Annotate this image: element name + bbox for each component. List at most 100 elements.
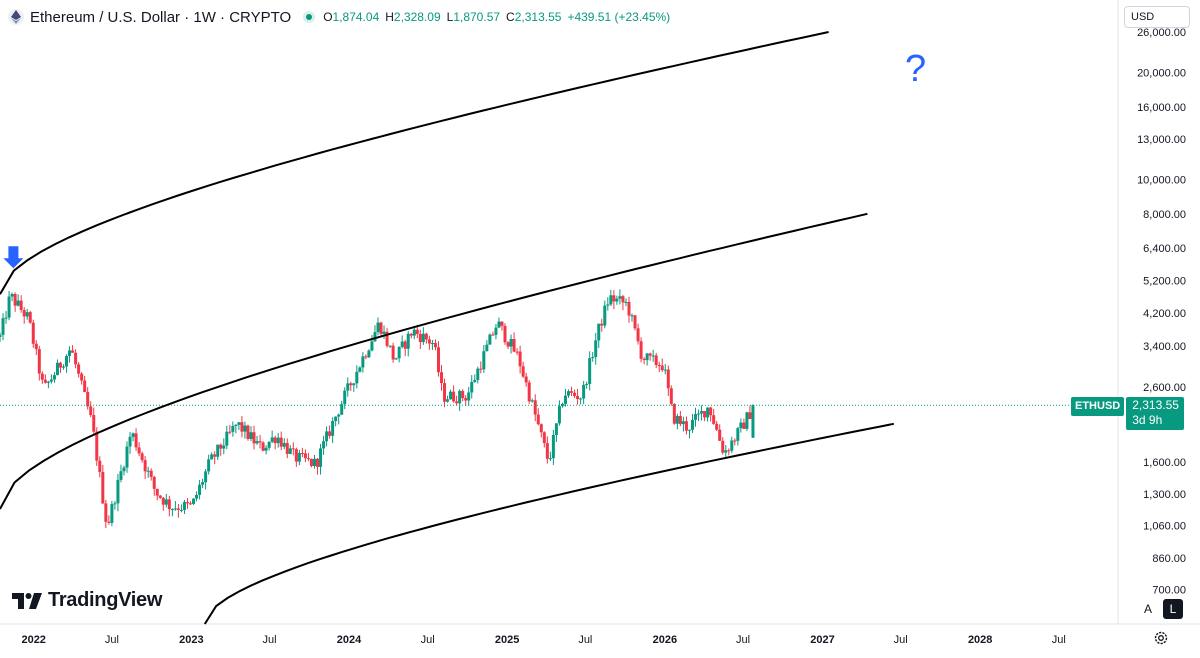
price-tag-price: 2,313.55 bbox=[1132, 398, 1179, 412]
candle-body bbox=[415, 329, 419, 334]
x-tick-label: Jul bbox=[736, 634, 750, 646]
candle-body bbox=[182, 502, 186, 510]
x-tick-label: 2024 bbox=[337, 634, 362, 646]
candle-body bbox=[334, 416, 338, 422]
price-axis-panel bbox=[1118, 0, 1200, 653]
y-tick-label: 26,000.00 bbox=[1137, 27, 1186, 39]
x-tick-label: Jul bbox=[894, 634, 908, 646]
candle-body bbox=[77, 364, 81, 374]
candle-body bbox=[325, 431, 329, 442]
settings-gear-icon[interactable] bbox=[1153, 630, 1169, 646]
candle-body bbox=[551, 434, 555, 459]
candle-body bbox=[394, 358, 398, 360]
candle-body bbox=[636, 328, 640, 342]
candle-body bbox=[684, 421, 688, 431]
candle-body bbox=[488, 334, 492, 345]
candle-body bbox=[621, 296, 625, 303]
candle-body bbox=[606, 304, 610, 306]
candle-body bbox=[207, 459, 211, 472]
candle-body bbox=[439, 372, 443, 384]
candle-body bbox=[739, 422, 743, 429]
candle-body bbox=[663, 369, 667, 371]
y-tick-label: 1,060.00 bbox=[1143, 521, 1186, 533]
candle-body bbox=[672, 403, 676, 424]
price-tag-countdown: 3d 9h bbox=[1132, 413, 1163, 427]
question-annotation[interactable]: ? bbox=[905, 48, 927, 90]
candle-body bbox=[267, 441, 271, 448]
log-scale-button[interactable]: L bbox=[1163, 599, 1183, 619]
symbol-title[interactable]: Ethereum / U.S. Dollar · 1W · CRYPTO bbox=[30, 8, 292, 26]
candle-body bbox=[458, 390, 462, 404]
market-open-dot-icon bbox=[303, 11, 316, 23]
candle-body bbox=[666, 369, 670, 389]
candle-body bbox=[155, 488, 159, 496]
candle-body bbox=[452, 391, 456, 402]
candle-body bbox=[219, 444, 223, 449]
candle-body bbox=[748, 412, 752, 419]
candle-body bbox=[730, 440, 734, 451]
candle-body bbox=[176, 508, 180, 510]
candle-body bbox=[724, 450, 728, 453]
candle-body bbox=[482, 351, 486, 370]
candle-body bbox=[751, 405, 755, 438]
candle-body bbox=[52, 375, 56, 380]
candle-body bbox=[19, 300, 23, 310]
candle-body bbox=[355, 371, 359, 384]
candle-body bbox=[319, 448, 323, 467]
candle-body bbox=[539, 424, 543, 433]
candle-body bbox=[491, 334, 495, 336]
y-tick-label: 13,000.00 bbox=[1137, 134, 1186, 146]
candle-body bbox=[406, 333, 410, 349]
candle-body bbox=[706, 407, 710, 418]
tradingview-logo[interactable]: TradingView bbox=[12, 589, 162, 612]
candle-body bbox=[382, 331, 386, 334]
candle-body bbox=[449, 391, 453, 400]
candle-body bbox=[49, 379, 53, 382]
auto-scale-button[interactable]: A bbox=[1143, 602, 1152, 616]
candle-body bbox=[654, 355, 658, 366]
currency-selector[interactable]: USD bbox=[1124, 6, 1190, 28]
candle-body bbox=[173, 508, 177, 510]
x-tick-label: 2028 bbox=[968, 634, 992, 646]
candle-body bbox=[340, 404, 344, 415]
candle-body bbox=[125, 446, 129, 468]
candle-body bbox=[657, 365, 661, 367]
candle-body bbox=[694, 414, 698, 420]
candle-body bbox=[101, 471, 105, 504]
candle-body bbox=[237, 422, 241, 425]
candle-body bbox=[116, 479, 120, 504]
channel-line-lower bbox=[203, 422, 894, 625]
ethereum-icon bbox=[8, 9, 24, 25]
candle-body bbox=[167, 499, 171, 510]
symbol-header[interactable]: Ethereum / U.S. Dollar · 1W · CRYPTO O1,… bbox=[8, 6, 670, 28]
candle-body bbox=[228, 431, 232, 433]
candle-body bbox=[143, 460, 147, 472]
candle-body bbox=[736, 428, 740, 441]
candle-body bbox=[13, 294, 17, 306]
candle-body bbox=[16, 300, 20, 306]
candle-body bbox=[742, 422, 746, 429]
candle-body bbox=[192, 498, 196, 504]
candle-body bbox=[521, 366, 525, 377]
candle-body bbox=[189, 503, 193, 505]
candle-body bbox=[412, 329, 416, 336]
candle-body bbox=[509, 338, 513, 347]
candle-body bbox=[718, 429, 722, 441]
candle-body bbox=[303, 453, 307, 459]
candle-body bbox=[40, 373, 44, 380]
candle-body bbox=[446, 399, 450, 402]
candle-body bbox=[745, 412, 749, 429]
candle-body bbox=[113, 503, 117, 505]
candle-body bbox=[427, 339, 431, 344]
y-tick-label: 3,400.00 bbox=[1143, 341, 1186, 353]
candle-body bbox=[71, 350, 75, 353]
candle-body bbox=[727, 450, 731, 452]
candle-body bbox=[273, 437, 277, 444]
candle-body bbox=[697, 413, 701, 415]
candle-body bbox=[709, 407, 713, 416]
candle-body bbox=[43, 379, 47, 383]
candle-body bbox=[131, 433, 135, 437]
candle-body bbox=[570, 391, 574, 393]
